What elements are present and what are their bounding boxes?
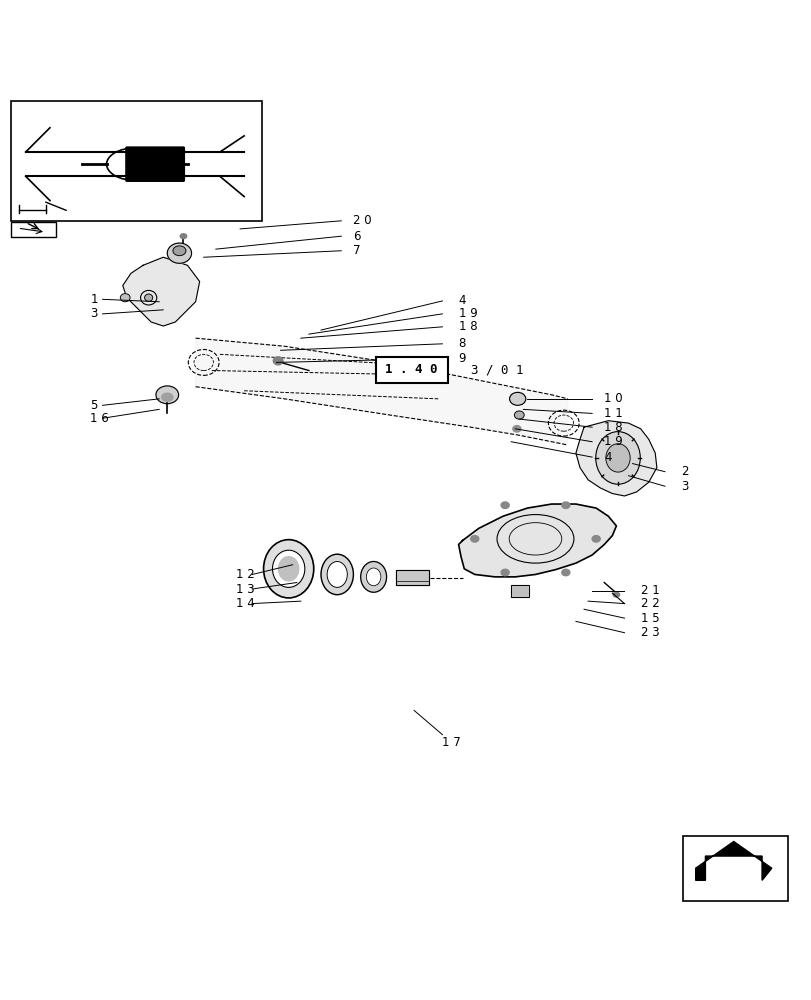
Text: 1 9: 1 9 xyxy=(603,435,622,448)
Text: 1 5: 1 5 xyxy=(640,612,659,625)
Text: 1 3: 1 3 xyxy=(236,583,255,596)
Bar xyxy=(396,570,428,585)
Ellipse shape xyxy=(167,243,191,263)
Text: 1 9: 1 9 xyxy=(458,307,477,320)
Text: 1 7: 1 7 xyxy=(442,736,461,749)
Ellipse shape xyxy=(500,502,508,508)
Ellipse shape xyxy=(173,246,186,256)
Text: 6: 6 xyxy=(353,230,360,243)
Ellipse shape xyxy=(366,568,380,586)
Ellipse shape xyxy=(470,536,478,542)
Ellipse shape xyxy=(513,426,521,432)
Ellipse shape xyxy=(278,557,298,581)
Text: 1 8: 1 8 xyxy=(458,320,477,333)
FancyBboxPatch shape xyxy=(125,146,185,182)
Bar xyxy=(396,570,428,585)
Ellipse shape xyxy=(561,569,569,576)
Text: 1 4: 1 4 xyxy=(236,597,255,610)
Ellipse shape xyxy=(120,294,130,302)
Ellipse shape xyxy=(180,234,187,239)
Text: 8: 8 xyxy=(458,337,466,350)
Text: 1 2: 1 2 xyxy=(236,568,255,581)
Bar xyxy=(511,585,528,597)
Text: 2 0: 2 0 xyxy=(353,214,371,227)
Ellipse shape xyxy=(327,562,347,587)
Polygon shape xyxy=(458,504,616,577)
Bar xyxy=(11,101,262,221)
Ellipse shape xyxy=(514,411,524,419)
Text: 1 0: 1 0 xyxy=(603,392,622,405)
Text: 2 1: 2 1 xyxy=(640,584,659,597)
Text: 3 / 0 1: 3 / 0 1 xyxy=(470,363,522,376)
Bar xyxy=(511,585,528,597)
Ellipse shape xyxy=(612,592,619,597)
Text: 1 6: 1 6 xyxy=(90,412,109,425)
Text: 4: 4 xyxy=(603,451,611,464)
Ellipse shape xyxy=(500,569,508,576)
Text: 1 1: 1 1 xyxy=(603,407,622,420)
Ellipse shape xyxy=(591,536,599,542)
Ellipse shape xyxy=(144,294,152,301)
FancyBboxPatch shape xyxy=(375,357,448,383)
Text: 2: 2 xyxy=(680,465,688,478)
Bar xyxy=(11,222,55,237)
Text: 4: 4 xyxy=(458,294,466,307)
Text: 1: 1 xyxy=(90,293,98,306)
Ellipse shape xyxy=(161,393,173,401)
Text: 7: 7 xyxy=(353,244,360,257)
Text: 1 8: 1 8 xyxy=(603,421,622,434)
Polygon shape xyxy=(695,841,770,880)
Text: 2 3: 2 3 xyxy=(640,626,659,639)
Text: 2 2: 2 2 xyxy=(640,597,659,610)
Ellipse shape xyxy=(360,562,386,592)
Text: 3: 3 xyxy=(90,307,97,320)
Ellipse shape xyxy=(605,444,629,472)
Polygon shape xyxy=(122,257,200,326)
Text: 9: 9 xyxy=(458,352,466,365)
Text: 1 . 4 0: 1 . 4 0 xyxy=(385,363,437,376)
Ellipse shape xyxy=(509,392,525,405)
Ellipse shape xyxy=(561,502,569,508)
Ellipse shape xyxy=(264,540,313,598)
Bar xyxy=(682,836,787,901)
Ellipse shape xyxy=(320,554,353,595)
Ellipse shape xyxy=(273,357,283,365)
Text: 5: 5 xyxy=(90,399,97,412)
Text: 3: 3 xyxy=(680,480,688,493)
Polygon shape xyxy=(195,338,567,445)
Ellipse shape xyxy=(156,386,178,404)
Ellipse shape xyxy=(595,432,640,484)
Polygon shape xyxy=(575,421,656,496)
Ellipse shape xyxy=(272,550,304,587)
